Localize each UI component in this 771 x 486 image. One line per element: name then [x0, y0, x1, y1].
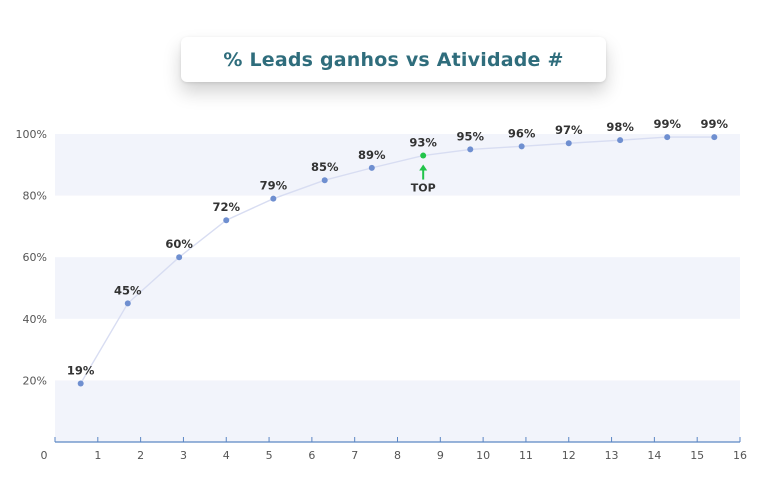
- x-axis: 0 1 2 3 4 5 6 7 8 9 10 11 12 13 14 15 16: [41, 437, 747, 462]
- data-point: [518, 143, 525, 150]
- data-label: 99%: [653, 117, 681, 131]
- data-points: [77, 134, 718, 387]
- x-tick-label: 10: [476, 449, 490, 462]
- data-point: [565, 140, 572, 147]
- highlight-point: [420, 152, 427, 159]
- data-label: 19%: [67, 363, 95, 377]
- data-label: 85%: [311, 160, 339, 174]
- data-point: [124, 300, 131, 307]
- y-tick-label: 40%: [23, 313, 47, 326]
- data-point: [711, 134, 718, 141]
- series-line: [80, 136, 715, 384]
- x-tick-label: 7: [351, 449, 358, 462]
- arrow-up-icon: [419, 164, 428, 171]
- x-tick-label: 14: [647, 449, 661, 462]
- x-tick-label: 15: [690, 449, 704, 462]
- x-tick-label: 1: [94, 449, 101, 462]
- data-point: [321, 177, 328, 184]
- series-line-path: [80, 136, 715, 384]
- highlight-annotation: TOP: [411, 164, 436, 195]
- data-point: [368, 164, 375, 171]
- plot-band: [55, 134, 740, 196]
- data-label: 97%: [555, 123, 583, 137]
- data-point: [617, 137, 624, 144]
- x-tick-label: 6: [308, 449, 315, 462]
- chart-title: % Leads ganhos vs Atividade #: [223, 48, 564, 71]
- data-label: 95%: [457, 129, 485, 143]
- y-tick-label: 60%: [23, 251, 47, 264]
- data-label: 45%: [114, 283, 142, 297]
- x-tick-label: 9: [437, 449, 444, 462]
- data-label: 60%: [165, 237, 193, 251]
- plot-band: [55, 257, 740, 319]
- data-label: 89%: [358, 148, 386, 162]
- x-tick-label: 16: [733, 449, 747, 462]
- y-tick-label: 100%: [16, 128, 47, 141]
- x-tick-label: 12: [562, 449, 576, 462]
- data-label: 79%: [260, 179, 288, 193]
- x-tick-label: 3: [180, 449, 187, 462]
- data-point: [664, 134, 671, 141]
- plot-bands: [55, 134, 740, 442]
- highlight-label: TOP: [411, 182, 436, 195]
- y-tick-label: 80%: [23, 190, 47, 203]
- x-tick-label: 0: [41, 449, 48, 462]
- data-label: 72%: [212, 200, 240, 214]
- data-point: [270, 195, 277, 202]
- data-point: [223, 217, 230, 224]
- x-tick-label: 13: [605, 449, 619, 462]
- data-point: [77, 380, 84, 387]
- y-tick-label: 20%: [23, 374, 47, 387]
- data-point: [176, 254, 183, 261]
- y-axis-labels: 20% 40% 60% 80% 100%: [16, 128, 47, 387]
- x-tick-label: 8: [394, 449, 401, 462]
- chart-title-card: % Leads ganhos vs Atividade #: [181, 37, 606, 82]
- data-label: 98%: [606, 120, 634, 134]
- x-tick-label: 11: [519, 449, 533, 462]
- x-tick-label: 4: [223, 449, 230, 462]
- data-label: 99%: [701, 117, 729, 131]
- data-label: 93%: [409, 136, 437, 150]
- x-tick-label: 5: [266, 449, 273, 462]
- data-label: 96%: [508, 126, 536, 140]
- data-labels: 19% 45% 60% 72% 79% 85% 89% 93% 95% 96% 97% 98% 99% 9…: [67, 117, 729, 377]
- data-point: [467, 146, 474, 153]
- x-tick-label: 2: [137, 449, 144, 462]
- plot-band: [55, 380, 740, 442]
